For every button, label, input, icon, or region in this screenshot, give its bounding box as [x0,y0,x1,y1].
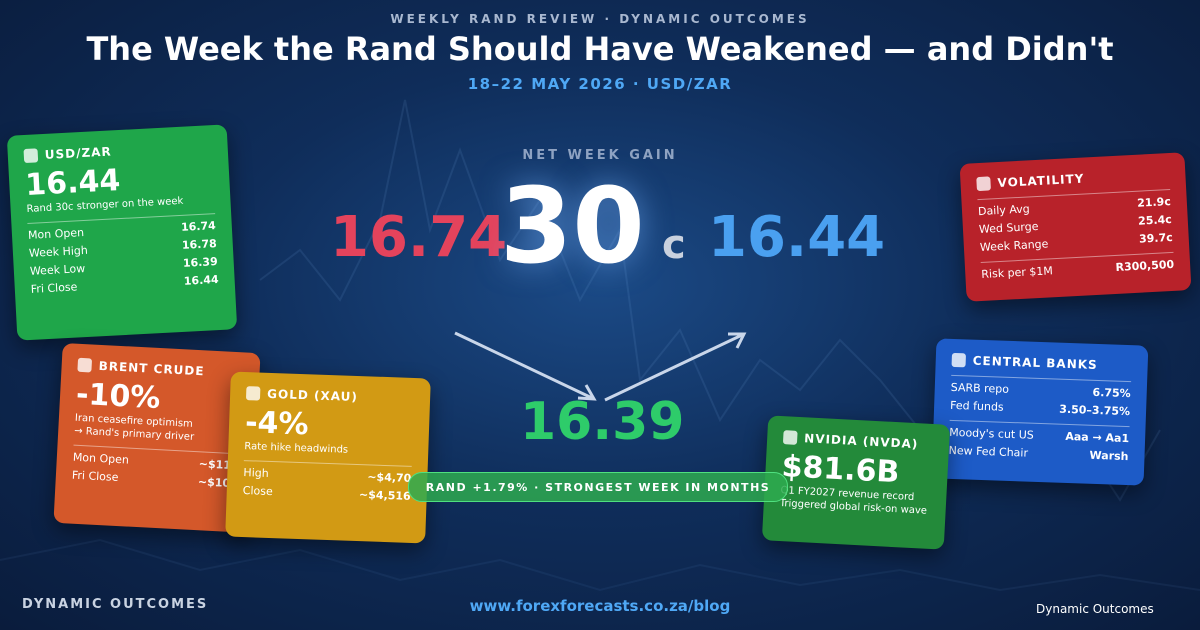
row-value: Warsh [1089,448,1129,464]
divider [243,460,412,467]
row-label: Week Low [29,261,86,278]
card-banks: CENTRAL BANKS SARB repo 6.75% Fed funds 3.50… [931,338,1149,486]
card-row: New Fed Chair Warsh [948,444,1128,463]
card-header: GOLD (XAU) [245,386,414,406]
hero-close: 16.44 [708,205,886,270]
card-icon [77,357,93,373]
card-icon [245,386,261,401]
row-value: 16.39 [182,255,218,270]
card-gold: GOLD (XAU) -4% Rate hike headwinds High ~$4,… [225,371,431,544]
card-icon [23,148,39,164]
row-value: ~$4,70 [367,470,412,485]
badge: RAND +1.79% · STRONGEST WEEK IN MONTHS [408,472,788,502]
row-value: 6.75% [1092,385,1131,401]
card-row: Fed funds 3.50–3.75% [950,399,1130,418]
row-value: R300,500 [1115,257,1175,274]
card-value: -4% [244,405,310,443]
row-value: 3.50–3.75% [1059,402,1131,419]
row-label: Week Range [979,237,1049,255]
card-title: VOLATILITY [997,171,1085,191]
row-value: 16.78 [181,237,218,252]
card-icon [782,430,798,445]
card-title: BRENT CRUDE [98,358,205,379]
hero-unit: c [662,222,686,268]
card-header: VOLATILITY [976,167,1169,192]
card-value: $81.6B [780,449,901,491]
row-label: Close [242,484,273,499]
card-title: USD/ZAR [44,144,113,162]
card-usdzar: USD/ZAR 16.44 Rand 30c stronger on the wee… [6,124,238,341]
card-header: USD/ZAR [23,139,211,164]
row-label: Mon Open [27,225,85,242]
row-label: Fri Close [71,468,119,485]
row-label: Mon Open [72,450,130,467]
row-label: High [243,466,269,480]
row-value: Aaa → Aa1 [1065,429,1130,446]
row-value: 16.44 [183,273,219,288]
card-row: Moody's cut US Aaa → Aa1 [949,426,1129,445]
footer-brand: DYNAMIC OUTCOMES [22,597,209,612]
card-nvidia: NVIDIA (NVDA) $81.6B Q1 FY2027 revenue rec… [761,415,951,550]
card-icon [976,176,991,192]
card-row: Close ~$4,516 [243,484,411,503]
hero-low: 16.39 [520,392,685,452]
card-title: NVIDIA (NVDA) [803,431,919,452]
card-row: Fri Close ~$104 [72,469,238,491]
row-value: 25.4c [1137,212,1173,228]
row-label: Moody's cut US [949,425,1034,442]
row-label: Week High [28,243,89,260]
row-value: 16.74 [180,219,217,234]
row-label: Fed funds [949,398,1004,414]
card-header: BRENT CRUDE [77,357,244,381]
subtitle: 18–22 MAY 2026 · USD/ZAR [467,75,733,93]
row-label: Wed Surge [978,219,1039,237]
row-label: SARB repo [950,380,1010,396]
card-header: NVIDIA (NVDA) [782,430,934,452]
footer-logo: Dynamic Outcomes [1036,602,1154,616]
row-label: New Fed Chair [948,443,1029,460]
hero-label: NET WEEK GAIN [522,148,678,163]
hero-gain: 30 [500,165,645,287]
card-header: CENTRAL BANKS [951,352,1132,373]
kicker: WEEKLY RAND REVIEW · DYNAMIC OUTCOMES [390,12,810,26]
row-value: 21.9c [1136,194,1172,210]
card-title: GOLD (XAU) [266,386,359,405]
row-label: Risk per $1M [981,264,1054,281]
row-value: 39.7c [1138,230,1174,246]
card-row: SARB repo 6.75% [951,381,1131,400]
row-value: ~$4,516 [358,488,411,503]
card-title: CENTRAL BANKS [972,353,1098,372]
hero-open: 16.74 [330,205,508,270]
footer-url[interactable]: www.forexforecasts.co.za/blog [469,597,731,615]
card-volatility: VOLATILITY Daily Avg 21.9c Wed Surge 25.4c We… [959,152,1192,302]
row-label: Daily Avg [977,202,1031,219]
card-row: High ~$4,70 [243,466,411,485]
title: The Week the Rand Should Have Weakened —… [86,30,1114,68]
card-row: Fri Close 16.44 [31,273,219,296]
row-label: Fri Close [30,280,78,296]
card-icon [951,352,967,368]
